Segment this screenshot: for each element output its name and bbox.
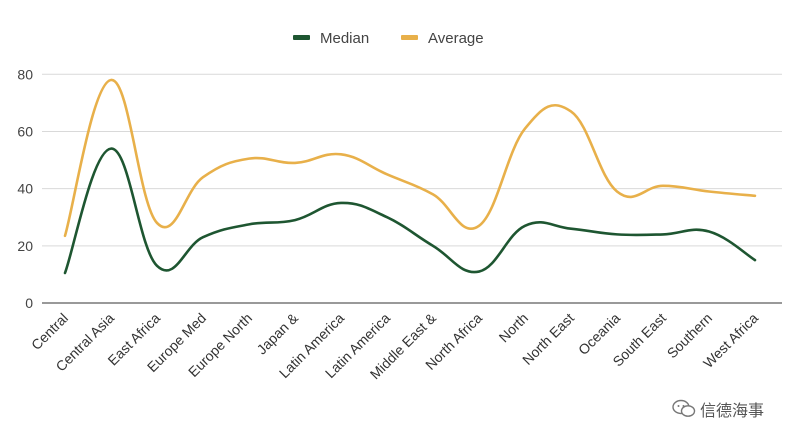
y-tick-label: 80	[17, 66, 33, 82]
legend-label-median: Median	[320, 30, 369, 47]
series-line-median	[63, 147, 757, 275]
wechat-icon	[672, 399, 696, 417]
legend: Median Average	[293, 30, 484, 47]
y-tick-label: 0	[25, 295, 33, 311]
series-lines	[63, 78, 757, 275]
x-tick-label: Central	[28, 310, 71, 353]
legend-label-average: Average	[428, 30, 484, 47]
y-axis-ticks: 0 20 40 60 80	[17, 66, 33, 311]
legend-swatch-median	[293, 35, 310, 40]
watermark: 信德海事	[672, 397, 802, 421]
x-tick-label: North	[496, 310, 532, 346]
y-tick-label: 60	[17, 123, 33, 139]
series-line-average	[63, 78, 757, 238]
gridlines	[42, 73, 782, 304]
legend-swatch-average	[401, 35, 418, 40]
y-tick-label: 40	[17, 181, 33, 197]
watermark-text: 信德海事	[700, 401, 765, 420]
y-tick-label: 20	[17, 238, 33, 254]
